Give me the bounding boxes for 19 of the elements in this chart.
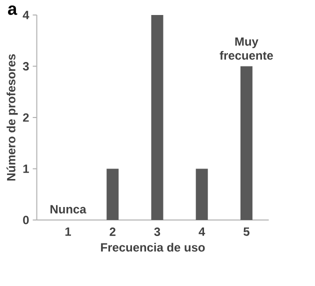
bar	[240, 66, 252, 220]
x-tick-label: 5	[244, 228, 250, 236]
bar	[106, 168, 119, 220]
y-tick-label: 0	[23, 216, 29, 224]
bar	[196, 168, 208, 220]
bar	[151, 15, 164, 220]
x-tick-label: 3	[154, 228, 160, 236]
x-axis-title: Frecuencia de uso	[101, 242, 205, 252]
y-tick-label: 2	[23, 113, 29, 122]
x-tick-label: 1	[65, 228, 71, 236]
annotation: Muy frecuente	[220, 37, 273, 60]
x-tick-label: 2	[110, 228, 116, 236]
x-tick-label: 4	[198, 228, 206, 236]
y-tick-label: 4	[22, 10, 30, 20]
y-tick-label: 1	[23, 164, 29, 173]
y-axis-title: Número de profesores	[6, 54, 18, 180]
y-tick-label: 3	[22, 62, 29, 70]
annotation: Nunca	[50, 205, 86, 214]
text: a	[8, 6, 18, 15]
